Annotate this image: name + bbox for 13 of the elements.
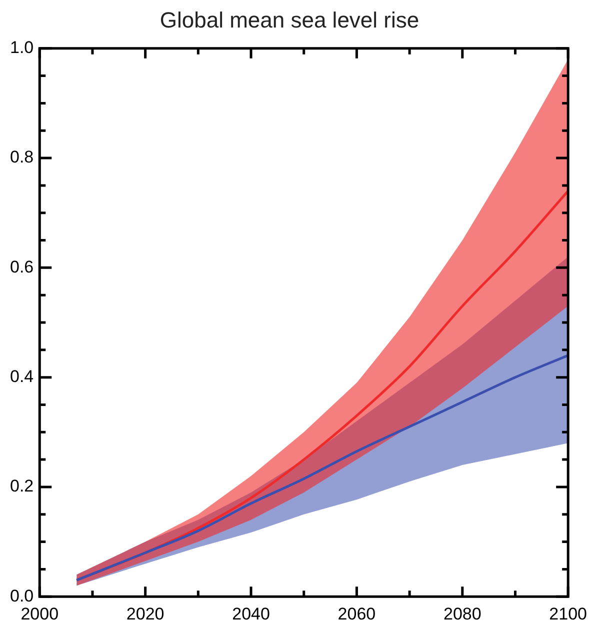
chart-title: Global mean sea level rise (160, 7, 420, 32)
x-tick-label: 2080 (443, 604, 482, 624)
text: 0.0 (10, 586, 34, 606)
x-tick-label: 2060 (338, 604, 376, 624)
y-tick-label: 1.0 (10, 38, 34, 58)
x-tick-label: 2040 (232, 604, 270, 624)
y-tick-label: 0.2 (10, 476, 34, 496)
y-tick-label: 0.4 (10, 367, 34, 386)
x-tick-label: 2100 (549, 604, 588, 624)
x-tick-label: 2020 (126, 604, 164, 624)
y-tick-label: 0.8 (10, 148, 34, 167)
x-tick-label: 2000 (20, 604, 59, 624)
y-tick-label: 0.6 (10, 257, 34, 276)
